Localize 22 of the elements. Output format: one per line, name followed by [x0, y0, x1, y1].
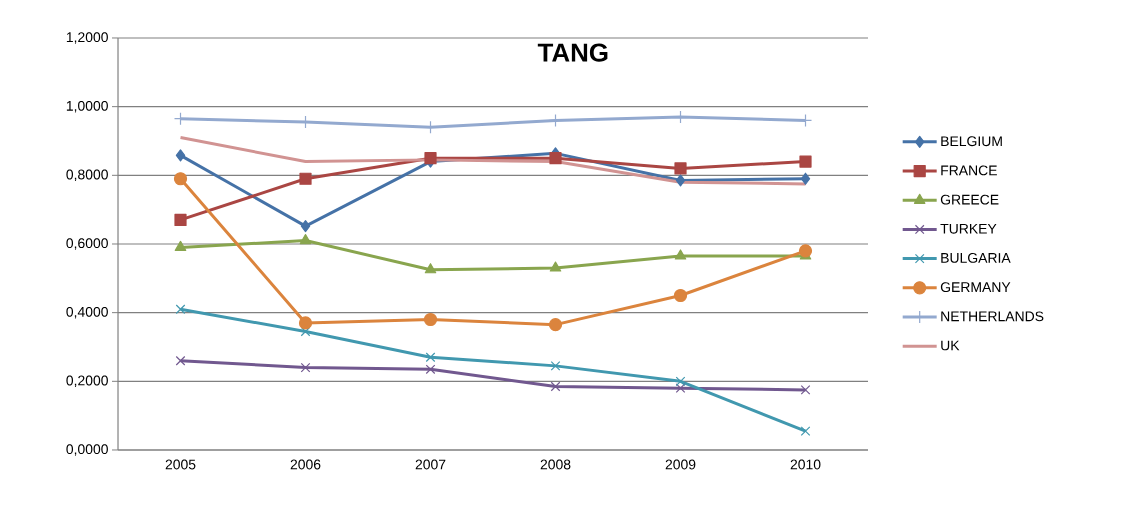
- chart-title: TANG: [537, 43, 608, 62]
- y-tick-label: 0,0000: [66, 444, 108, 456]
- x-tick-label: 2007: [415, 459, 446, 470]
- y-tick-label: 1,0000: [66, 100, 108, 113]
- legend-label: GERMANY: [940, 282, 1011, 293]
- y-tick-label: 0,6000: [66, 238, 108, 250]
- x-tick-label: 2005: [165, 459, 196, 470]
- y-tick-label: 0,8000: [66, 169, 108, 182]
- x-tick-label: 2006: [290, 459, 321, 470]
- x-tick-label: 2008: [540, 459, 571, 470]
- legend-label: FRANCE: [941, 165, 997, 176]
- legend-label: BELGIUM: [941, 136, 1002, 147]
- x-tick-label: 2009: [665, 459, 696, 470]
- x-tick-label: 2010: [790, 459, 821, 470]
- legend-label: NETHERLANDS: [941, 311, 1044, 322]
- legend-label: UK: [941, 340, 960, 351]
- legend-label: GREECE: [940, 194, 999, 205]
- y-tick-label: 0,4000: [66, 306, 108, 319]
- y-tick-label: 1,2000: [66, 32, 108, 44]
- legend-label: TURKEY: [940, 223, 997, 234]
- legend-label: BULGARIA: [941, 252, 1011, 263]
- y-tick-label: 0,2000: [66, 375, 108, 388]
